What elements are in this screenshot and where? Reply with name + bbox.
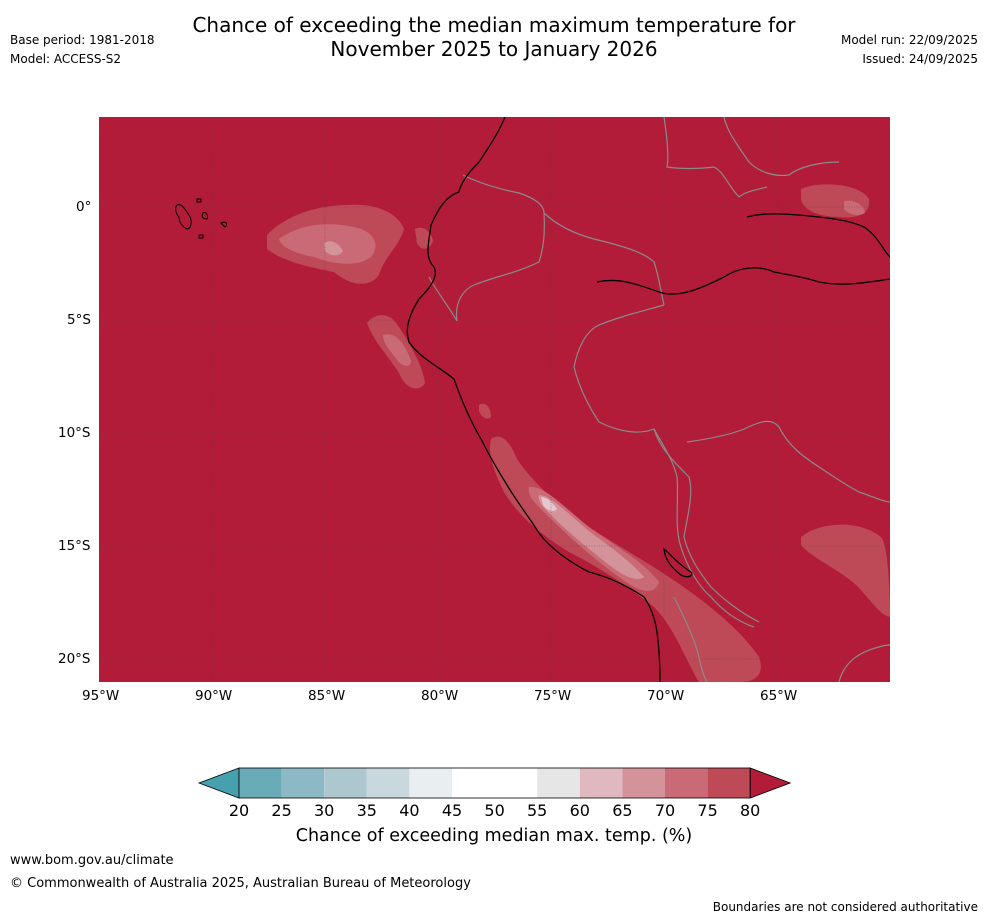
colorbar-border (238, 767, 751, 799)
colorbar-cell (452, 768, 495, 798)
colorbar-tick-label: 30 (314, 801, 335, 820)
lon-label-65w: 65°W (760, 688, 798, 704)
lat-label-15s: 15°S (58, 538, 91, 554)
amazon-river (596, 267, 890, 295)
border-paraguay (838, 644, 890, 682)
colorbar-cell (579, 768, 623, 798)
graticule (99, 117, 890, 682)
border-colombia-venezuela (663, 117, 768, 198)
colorbar-tick-label: 60 (569, 801, 590, 820)
border-ecuador-peru (428, 212, 545, 322)
border-peru-bolivia (653, 428, 755, 628)
lon-label-95w: 95°W (82, 688, 120, 704)
base-period: Base period: 1981-2018 (10, 33, 155, 47)
border-brazil-west (573, 304, 760, 623)
lake-titicaca (663, 547, 693, 578)
map-title: Chance of exceeding the median maximum t… (0, 13, 988, 61)
colorbar-tick-label: 75 (697, 801, 718, 820)
lat-label-5s: 5°S (67, 312, 91, 328)
colorbar-cell (707, 768, 751, 798)
colorbar-tick-label: 40 (399, 801, 420, 820)
colorbar-label: Chance of exceeding median max. temp. (%… (295, 826, 693, 846)
issued-date: Issued: 24/09/2025 (862, 52, 978, 66)
map-background (99, 117, 890, 682)
colorbar-tick-label: 55 (527, 801, 548, 820)
amazon-river-upper (746, 213, 890, 258)
boundary-disclaimer: Boundaries are not considered authoritat… (712, 900, 978, 914)
lat-label-10s: 10°S (58, 425, 91, 441)
coastline (406, 117, 890, 682)
colorbar-cell (239, 768, 282, 798)
colorbar-tick-label: 20 (228, 801, 250, 820)
border-brazil-north (723, 117, 840, 177)
colorbar-tick-label: 65 (612, 801, 633, 820)
contour-60-65-andes (541, 497, 557, 512)
model-run: Model run: 22/09/2025 (840, 33, 978, 47)
contour-75-80-bolivia-east (801, 524, 890, 617)
border-bolivia-brazil (686, 420, 890, 503)
title-line-2: November 2025 to January 2026 (330, 37, 658, 61)
lon-label-90w: 90°W (195, 688, 233, 704)
model-name: Model: ACCESS-S2 (10, 52, 122, 66)
website-link[interactable]: www.bom.gov.au/climate (10, 853, 174, 868)
country-borders (428, 117, 890, 682)
pacific-coastline (406, 117, 661, 682)
colorbar-tick-label: 25 (271, 801, 292, 820)
contour-70-75-peru-offshore (383, 334, 411, 366)
border-colombia-ecuador (462, 174, 545, 214)
contour-65-70-pacific (324, 241, 343, 256)
colorbar-tick-label: 35 (356, 801, 377, 820)
lon-label-75w: 75°W (534, 688, 572, 704)
contour-70-75-brazil-north (844, 200, 865, 216)
forecast-map (99, 117, 890, 682)
colorbar (197, 767, 792, 799)
colorbar-extend-low (197, 767, 240, 799)
colorbar-cell (494, 768, 538, 798)
colorbar-cell (409, 768, 452, 798)
colorbar-cell (665, 768, 708, 798)
lon-label-85w: 85°W (308, 688, 346, 704)
title-line-1: Chance of exceeding the median maximum t… (192, 13, 796, 37)
colorbar-tick-label: 70 (654, 801, 676, 820)
colorbar-cell (281, 768, 325, 798)
colorbar-cells (197, 767, 792, 799)
contour-75-80-lima (479, 403, 491, 419)
lon-label-80w: 80°W (421, 688, 459, 704)
border-colombia-peru (543, 212, 665, 306)
galapagos-islands (175, 198, 228, 239)
colorbar-cell (622, 768, 665, 798)
contour-65-70-andes (538, 495, 644, 580)
colorbar-cell (537, 768, 580, 798)
colorbar-extend-high (749, 767, 792, 799)
lon-label-70w: 70°W (647, 688, 685, 704)
colorbar-tick-label: 45 (441, 801, 463, 820)
copyright-notice: © Commonwealth of Australia 2025, Austra… (10, 876, 471, 891)
lat-label-0: 0° (76, 199, 92, 215)
colorbar-tick-label: 80 (740, 801, 761, 820)
colorbar-cell (366, 768, 410, 798)
lat-label-20s: 20°S (58, 651, 91, 667)
colorbar-tick-label: 50 (484, 801, 505, 820)
border-chile-argentina (673, 596, 708, 682)
colorbar-cell (324, 768, 367, 798)
